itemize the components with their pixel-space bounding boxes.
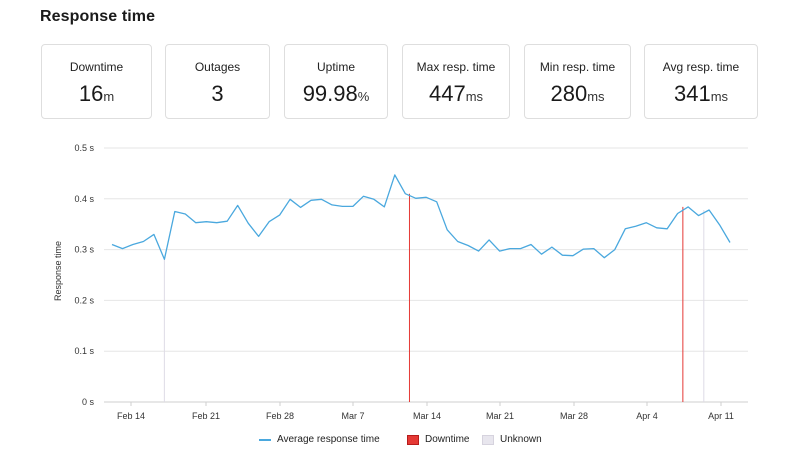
stat-unit: %	[357, 89, 370, 104]
stat-value: 3	[211, 81, 224, 106]
stat-label: Uptime	[316, 60, 355, 74]
chart-gridlines	[104, 147, 748, 403]
legend-label: Downtime	[425, 434, 470, 445]
chart-ticks: 0 s 0.1 s 0.2 s 0.3 s 0.4 s 0.5 s Feb 14 Feb 21…	[74, 143, 733, 421]
series-line-average-response-time	[111, 174, 731, 260]
stat-label: Downtime	[69, 60, 124, 74]
x-tick-label: Mar 7	[341, 411, 364, 421]
stat-avg-resp-time: Avg resp. time 341ms	[644, 44, 758, 119]
x-tick-label: Mar 21	[486, 411, 514, 421]
y-tick-label: 0.2 s	[74, 295, 94, 305]
stat-unit: ms	[587, 89, 605, 104]
stat-unit: ms	[710, 89, 729, 104]
stat-label: Min resp. time	[539, 60, 616, 74]
stat-uptime: Uptime 99.98%	[284, 44, 388, 119]
legend-label: Unknown	[500, 434, 542, 445]
x-tick-label: Feb 28	[266, 411, 294, 421]
x-tick-label: Mar 14	[413, 411, 441, 421]
stat-value: 16	[78, 81, 104, 106]
legend-unknown-swatch	[482, 434, 494, 445]
stat-max-resp-time: Max resp. time 447ms	[402, 44, 510, 119]
legend-item-average: Average response time	[259, 434, 380, 445]
stat-label: Avg resp. time	[662, 60, 740, 74]
response-time-chart: 0 s 0.1 s 0.2 s 0.3 s 0.4 s 0.5 s Feb 14 Feb 21…	[53, 143, 748, 421]
stat-value: 99.98	[302, 81, 358, 106]
y-tick-label: 0.3 s	[74, 245, 94, 255]
stat-outages: Outages 3	[165, 44, 270, 119]
page-title: Response time	[40, 8, 156, 25]
x-tick-label: Apr 4	[636, 411, 658, 421]
stat-value: 341	[673, 81, 711, 106]
legend-item-downtime: Downtime	[407, 434, 469, 445]
stat-label: Outages	[194, 60, 241, 74]
y-tick-label: 0.4 s	[74, 194, 94, 204]
stat-label: Max resp. time	[416, 60, 496, 74]
legend-line-swatch	[259, 438, 271, 441]
y-tick-label: 0 s	[82, 397, 95, 407]
stat-value: 280	[550, 81, 588, 106]
y-tick-label: 0.5 s	[74, 143, 94, 153]
stat-downtime: Downtime 16m	[41, 44, 152, 119]
chart-series	[111, 174, 731, 260]
stat-unit: ms	[465, 89, 484, 104]
x-tick-label: Mar 28	[560, 411, 588, 421]
chart-events	[163, 193, 705, 402]
x-tick-label: Feb 21	[192, 411, 220, 421]
y-axis-label: Response time	[53, 241, 63, 301]
stat-unit: m	[103, 89, 115, 104]
stat-value: 447	[428, 81, 466, 106]
stats-row: Downtime 16m Outages 3 Uptime 99.98% Max…	[41, 44, 760, 121]
x-tick-label: Apr 11	[708, 411, 734, 421]
legend-downtime-swatch	[407, 434, 419, 445]
x-tick-label: Feb 14	[117, 411, 145, 421]
stat-min-resp-time: Min resp. time 280ms	[524, 44, 631, 119]
legend-label: Average response time	[277, 434, 380, 445]
legend-item-unknown: Unknown	[482, 434, 542, 445]
y-tick-label: 0.1 s	[74, 346, 94, 356]
